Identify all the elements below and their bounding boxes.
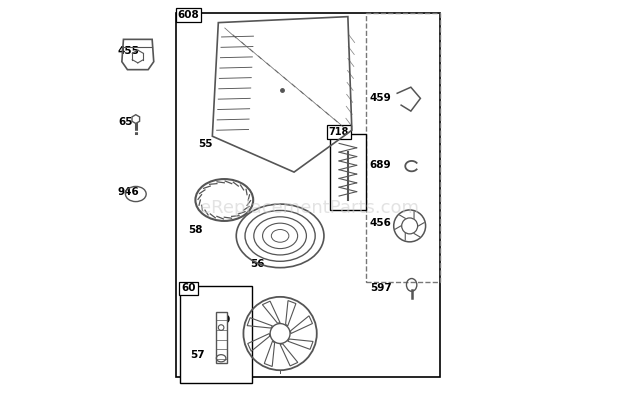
Bar xyxy=(216,312,227,364)
Text: 946: 946 xyxy=(117,187,139,197)
Text: 56: 56 xyxy=(250,259,265,269)
Text: 65: 65 xyxy=(118,117,133,127)
Bar xyxy=(180,286,252,383)
Text: 608: 608 xyxy=(177,10,199,20)
Text: 718: 718 xyxy=(329,127,349,137)
Text: 456: 456 xyxy=(370,218,392,228)
Bar xyxy=(330,134,366,210)
Text: 597: 597 xyxy=(370,284,392,294)
Text: 60: 60 xyxy=(181,284,196,294)
Text: 59: 59 xyxy=(216,314,231,324)
Text: 58: 58 xyxy=(188,225,203,235)
Text: eReplacementParts.com: eReplacementParts.com xyxy=(200,199,420,217)
Text: 455: 455 xyxy=(118,46,140,56)
Bar xyxy=(177,13,440,377)
Text: 55: 55 xyxy=(198,139,213,149)
Text: 57: 57 xyxy=(190,350,205,360)
Text: 459: 459 xyxy=(370,93,392,103)
Bar xyxy=(366,13,440,282)
Text: 689: 689 xyxy=(370,160,391,170)
